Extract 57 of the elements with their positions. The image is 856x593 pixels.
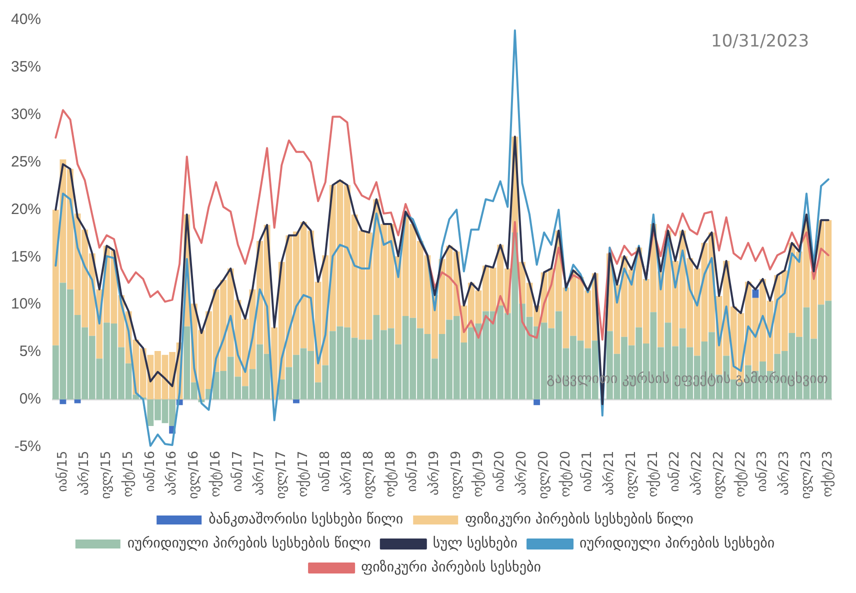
- x-tick-label: იან/16: [142, 450, 158, 492]
- x-tick-label: აპრ/17: [252, 450, 268, 496]
- x-tick-label: ოქტ/16: [208, 450, 224, 498]
- x-tick-label: ოქტ/15: [120, 450, 136, 498]
- x-tick-label: იან/20: [492, 450, 508, 492]
- x-tick-label: აპრ/21: [602, 450, 618, 496]
- x-tick-label: აპრ/20: [514, 450, 530, 496]
- x-tick-label: ივლ/19: [448, 450, 464, 500]
- x-tick-label: აპრ/15: [77, 450, 92, 496]
- y-tick-label: 15%: [10, 248, 42, 266]
- y-tick-label: 25%: [10, 153, 42, 170]
- y-tick-label: 10%: [10, 296, 42, 313]
- x-tick-label: ივლ/21: [624, 450, 639, 500]
- y-tick-label: -5%: [14, 438, 42, 455]
- bar: [60, 399, 66, 404]
- legend-label: ფიზიკური პირების სესხები: [361, 560, 541, 576]
- x-tick-label: იან/19: [405, 450, 420, 492]
- legend-label: ფიზიკური პირების სესხების წილი: [465, 512, 694, 528]
- legend-label: სულ სესხები: [432, 536, 518, 552]
- y-tick-label: 35%: [10, 58, 42, 76]
- x-tick-label: ივლ/17: [274, 450, 290, 500]
- y-tick-label: 0%: [19, 390, 42, 408]
- x-tick-label: აპრ/18: [340, 450, 355, 496]
- x-tick-label: აპრ/23: [777, 450, 792, 496]
- x-tick-label: აპრ/19: [427, 450, 442, 496]
- x-tick-label: აპრ/16: [164, 450, 180, 496]
- x-tick-label: ივლ/23: [798, 450, 814, 500]
- y-tick-label: 30%: [10, 106, 42, 123]
- x-tick-label: ივლ/15: [99, 450, 114, 500]
- x-tick-label: იან/15: [55, 450, 70, 492]
- x-tick-label: ოქტ/21: [646, 450, 661, 498]
- y-tick-label: 20%: [10, 200, 42, 218]
- x-tick-label: ივლ/20: [536, 450, 552, 500]
- legend-label: იურიდიული პირების სესხების წილი: [127, 536, 371, 552]
- x-tick-label: ივლ/16: [186, 450, 202, 500]
- bar: [293, 399, 300, 404]
- x-tick-label: იან/18: [318, 450, 333, 492]
- x-tick-label: ოქტ/19: [470, 450, 486, 498]
- legend-label: იურიდიული პირების სესხები: [580, 536, 775, 552]
- x-tick-label: ოქტ/23: [820, 450, 836, 498]
- x-tick-label: ივლ/18: [362, 450, 376, 500]
- y-tick-label: 40%: [10, 11, 42, 28]
- legend-label: ბანკთაშორისი სესხები წილი: [208, 512, 404, 528]
- x-tick-label: ოქტ/18: [383, 450, 398, 498]
- x-tick-label: იან/21: [580, 450, 596, 492]
- bar: [752, 289, 759, 298]
- x-tick-label: ივლ/22: [711, 450, 726, 500]
- annotation: 10/31/2023: [711, 31, 810, 52]
- x-tick-label: იან/22: [668, 450, 683, 492]
- y-tick-label: 5%: [19, 343, 42, 360]
- x-tick-label: იან/23: [755, 450, 770, 492]
- x-tick-label: ოქტ/20: [558, 450, 574, 498]
- x-tick-label: აპრ/22: [690, 450, 705, 496]
- x-tick-label: იან/17: [230, 450, 246, 492]
- bar: [534, 399, 540, 406]
- x-tick-label: ოქტ/17: [296, 450, 311, 498]
- x-tick-label: ოქტ/22: [733, 450, 748, 498]
